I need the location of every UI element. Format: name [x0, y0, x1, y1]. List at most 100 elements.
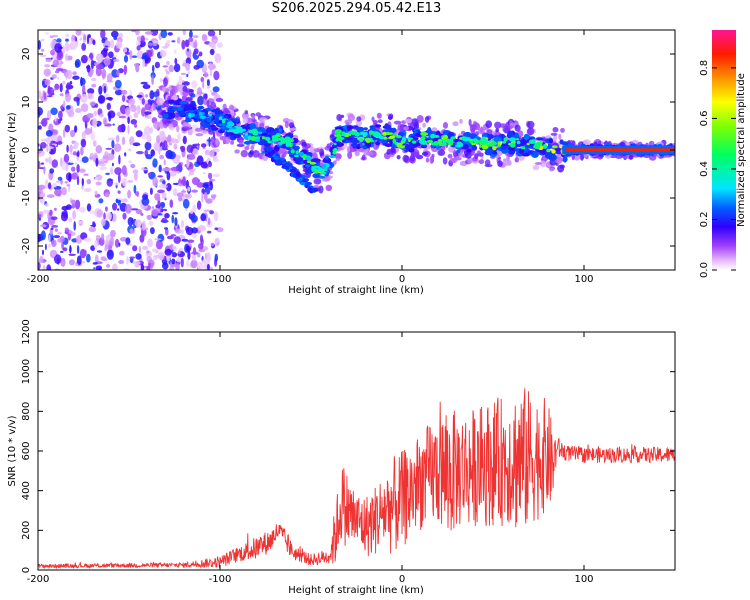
heat-halo-cell	[242, 112, 249, 120]
top-y-tick-label: 20	[21, 48, 32, 61]
heat-halo-cell	[325, 184, 333, 192]
heat-noise-cell	[73, 96, 80, 102]
heat-noise-cell	[180, 72, 187, 76]
heat-noise-cell	[206, 263, 210, 270]
heat-band-cell	[318, 175, 326, 179]
heat-ridge-cell	[289, 143, 293, 147]
heat-halo-cell	[459, 118, 463, 124]
heat-noise-cell	[144, 31, 153, 35]
heat-noise-cell	[86, 113, 94, 119]
heat-noise-cell	[167, 32, 173, 36]
heat-noise-cell	[202, 147, 206, 150]
heat-noise-cell	[72, 151, 77, 156]
heat-halo-cell	[442, 157, 448, 165]
heat-noise-cell	[43, 166, 46, 175]
heat-noise-cell	[125, 51, 130, 55]
heat-band-cell	[249, 123, 257, 129]
heat-noise-cell	[66, 184, 70, 187]
heat-ridge-cell	[221, 119, 226, 124]
heat-ridge-cell	[354, 131, 360, 137]
heat-halo-cell	[156, 88, 160, 97]
heat-noise-cell	[173, 63, 181, 73]
heat-halo-cell	[388, 114, 393, 121]
heat-noise-cell	[58, 118, 61, 124]
heat-band-cell	[562, 155, 568, 163]
heat-noise-cell	[172, 212, 179, 215]
heat-noise-cell	[208, 41, 216, 48]
heat-noise-cell	[147, 134, 152, 143]
heat-band-cell	[384, 123, 389, 130]
heat-ridge-cell	[497, 145, 501, 148]
heat-ridge-cell	[438, 140, 442, 146]
heat-ridge-cell	[526, 142, 530, 146]
heat-band-cell	[421, 144, 427, 149]
heat-noise-cell	[109, 229, 116, 238]
heat-halo-cell	[356, 116, 362, 122]
heat-noise-cell	[90, 245, 96, 251]
heat-noise-cell	[113, 182, 120, 186]
heat-band-cell	[532, 151, 539, 158]
heat-noise-cell	[118, 154, 121, 165]
heat-band-cell	[487, 134, 495, 140]
heat-noise-cell	[171, 258, 176, 265]
heat-noise-cell	[70, 166, 76, 172]
heat-noise-cell	[89, 210, 98, 214]
heat-halo-cell	[211, 136, 215, 143]
heat-ridge-cell	[503, 137, 509, 142]
heat-noise-cell	[61, 187, 67, 196]
heat-noise-cell	[144, 111, 152, 115]
heat-noise-cell	[65, 163, 69, 172]
heat-ridge-cell	[348, 131, 352, 135]
snr-series	[38, 388, 675, 570]
heat-noise-cell	[165, 228, 169, 236]
heat-noise-cell	[77, 221, 83, 225]
heat-halo-cell	[313, 178, 322, 185]
heat-noise-cell	[67, 110, 75, 118]
heat-noise-cell	[203, 71, 208, 78]
heat-noise-cell	[140, 81, 148, 85]
heat-noise-cell	[124, 204, 132, 214]
heat-noise-cell	[209, 178, 216, 182]
heat-noise-cell	[152, 248, 158, 253]
heat-noise-cell	[123, 55, 129, 63]
heat-noise-cell	[121, 198, 128, 203]
heat-noise-cell	[62, 45, 65, 55]
heat-noise-cell	[43, 68, 51, 77]
heat-noise-cell	[171, 252, 178, 258]
heat-noise-cell	[114, 89, 123, 96]
heat-noise-cell	[101, 233, 105, 241]
heat-noise-cell	[144, 103, 152, 111]
heat-band-cell	[179, 100, 188, 105]
heat-noise-cell	[106, 264, 110, 268]
heat-noise-cell	[190, 209, 194, 214]
heat-noise-cell	[74, 199, 81, 210]
heat-noise-cell	[105, 147, 112, 150]
heat-ridge-cell	[208, 113, 212, 117]
heat-ridge-cell	[440, 142, 447, 146]
heat-noise-cell	[142, 245, 149, 250]
heat-halo-cell	[478, 127, 485, 135]
heat-band-cell	[162, 113, 169, 119]
heat-noise-cell	[166, 183, 172, 192]
heat-band-cell	[172, 106, 179, 111]
heat-noise-cell	[199, 234, 204, 243]
heat-noise-cell	[121, 89, 128, 95]
heat-noise-cell	[86, 34, 90, 45]
heat-halo-cell	[504, 160, 509, 166]
heat-noise-cell	[97, 61, 100, 65]
heat-noise-cell	[106, 73, 113, 83]
heat-halo-cell	[452, 121, 459, 127]
heat-noise-cell	[134, 171, 138, 181]
heat-noise-cell	[146, 214, 153, 220]
heat-noise-cell	[39, 255, 44, 264]
heat-noise-cell	[198, 243, 204, 250]
heat-halo-cell	[412, 151, 420, 157]
spectrogram-heatmap	[38, 30, 675, 270]
heat-noise-cell	[48, 156, 52, 164]
heat-noise-cell	[196, 92, 205, 95]
bottom-y-tick-label: 1000	[21, 359, 32, 384]
heat-band-cell	[211, 127, 219, 131]
heat-band-cell	[210, 108, 219, 113]
heat-noise-cell	[91, 77, 97, 82]
heat-branch-cell	[265, 146, 273, 152]
